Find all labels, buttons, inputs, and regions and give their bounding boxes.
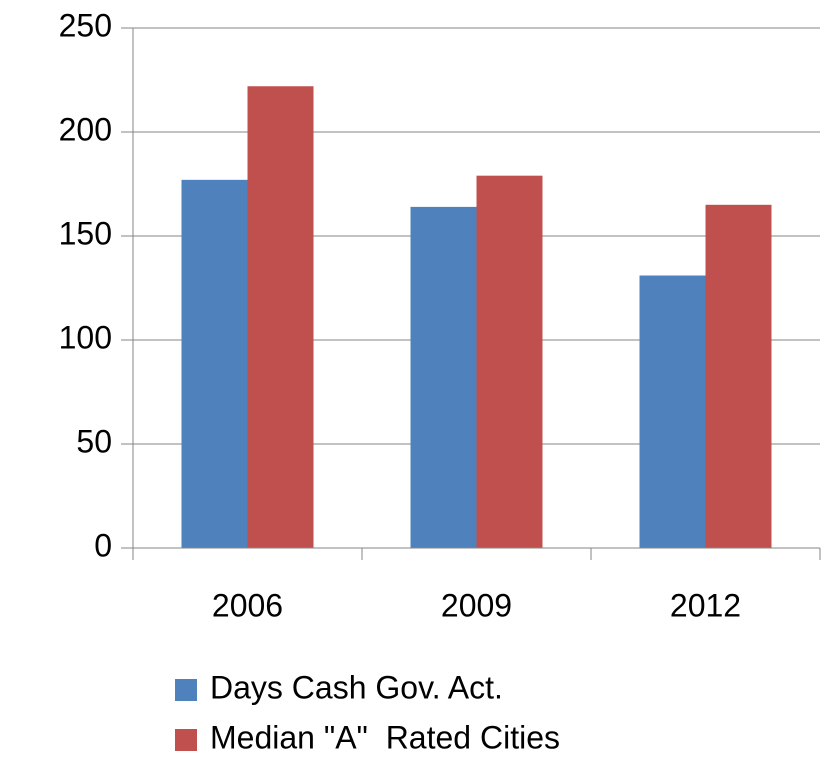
bar <box>410 206 477 548</box>
bar <box>639 275 706 548</box>
legend-label: Median "A" Rated Cities <box>210 719 560 755</box>
y-tick-label: 0 <box>94 527 112 563</box>
y-tick-label: 250 <box>59 7 112 43</box>
bar <box>705 204 772 549</box>
x-tick-label: 2012 <box>670 587 741 623</box>
bar <box>247 86 314 549</box>
legend-swatch <box>175 679 197 701</box>
bar <box>476 175 543 548</box>
y-tick-label: 150 <box>59 215 112 251</box>
y-tick-label: 100 <box>59 319 112 355</box>
bar <box>181 179 248 548</box>
legend-swatch <box>175 729 197 751</box>
x-tick-label: 2009 <box>441 587 512 623</box>
x-tick-label: 2006 <box>212 587 283 623</box>
legend-label: Days Cash Gov. Act. <box>210 669 503 705</box>
y-tick-label: 50 <box>76 423 112 459</box>
y-tick-label: 200 <box>59 111 112 147</box>
